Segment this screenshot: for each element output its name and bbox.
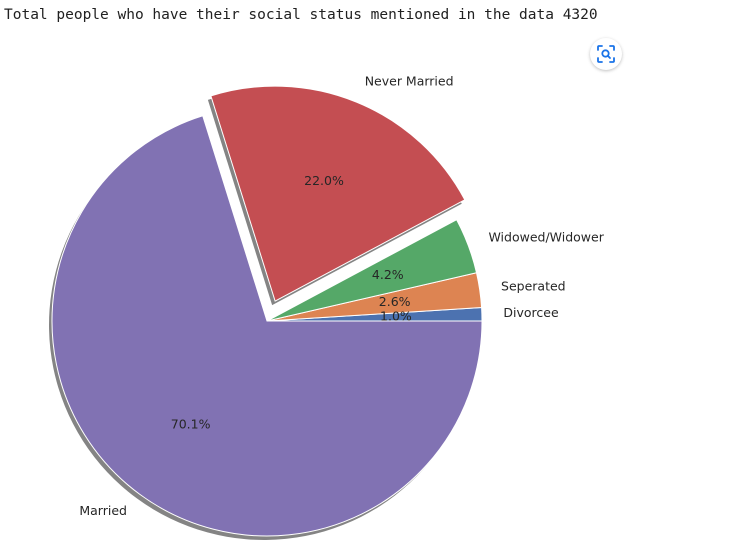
image-search-icon bbox=[597, 45, 615, 63]
slice-pct-label-1: 2.6% bbox=[379, 294, 411, 309]
slice-pct-label-2: 4.2% bbox=[372, 267, 404, 282]
slice-pct-label-0: 1.0% bbox=[380, 308, 412, 323]
slice-label-2: Widowed/Widower bbox=[488, 230, 604, 245]
output-text: Total people who have their social statu… bbox=[4, 7, 598, 23]
pie-slice-widowed-widower bbox=[266, 219, 478, 322]
slice-label-3: Never Married bbox=[365, 74, 454, 89]
slice-pct-label-3: 22.0% bbox=[304, 173, 344, 188]
slice-label-0: Divorcee bbox=[503, 305, 559, 320]
slice-label-1: Seperated bbox=[501, 278, 566, 293]
image-search-button[interactable] bbox=[590, 38, 622, 70]
slice-label-4: Married bbox=[79, 503, 127, 518]
pie-slice-married bbox=[51, 115, 483, 537]
pie-slice-never-married bbox=[210, 85, 466, 302]
slice-pct-label-4: 70.1% bbox=[171, 416, 211, 431]
